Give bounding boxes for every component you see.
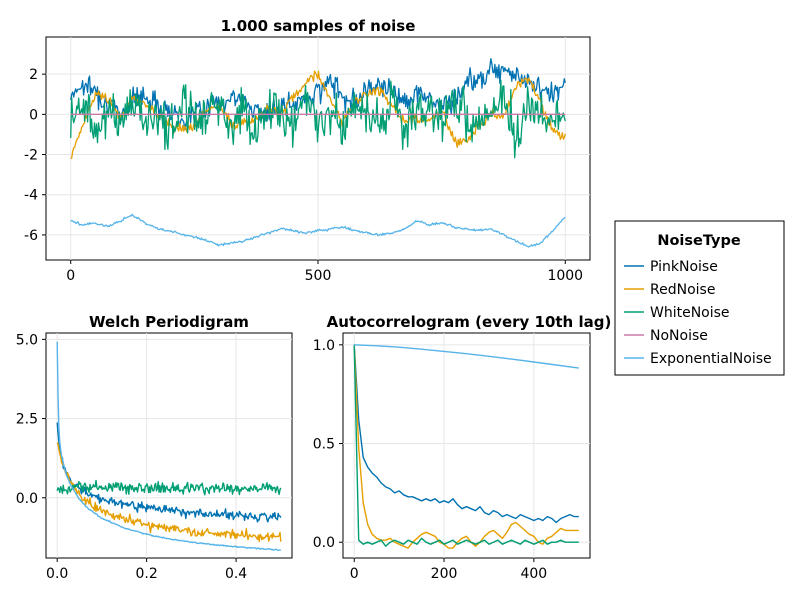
series-line-exponentialnoise-top [70,213,566,248]
x-tick-label: 0.0 [46,566,68,582]
y-tick-label: -2 [24,148,38,164]
series-line-exponentialnoise-welch [56,341,282,551]
axis-welch: 0.0 0.2 0.4 0.0 2.5 5.0 Welch Periodigram [16,313,293,582]
y-tick-label: 5.0 [16,332,38,348]
legend-label-exponentialnoise: ExponentialNoise [650,351,772,367]
x-tick-label: 200 [431,566,458,582]
axis-welch-frame [45,332,293,559]
y-tick-label: 0.0 [16,491,38,507]
axis-autocorr-series [353,344,579,549]
legend-label-pinknoise: PinkNoise [650,259,718,275]
axis-top-title: 1.000 samples of noise [221,17,416,35]
x-tick-label: 500 [305,268,332,284]
series-line-rednoise-autocorr [353,344,579,549]
legend-label-whitenoise: WhiteNoise [650,305,730,321]
x-tick-label: 0 [66,268,75,284]
legend-title: NoiseType [657,233,741,249]
series-line-pinknoise-autocorr [353,344,579,524]
y-tick-label: 2 [29,67,38,83]
y-tick-label: -4 [24,188,38,204]
series-line-rednoise-welch [56,442,282,543]
y-tick-label: 0.0 [313,535,335,551]
legend-entry-pinknoise: PinkNoise [624,259,718,275]
axis-top-ticks: 0 500 1000 -6 -4 -2 0 2 [24,67,583,284]
series-line-pinknoise-welch [56,422,282,523]
legend-entry-nonoise: NoNoise [624,328,708,344]
x-tick-label: 0.4 [225,566,247,582]
legend-label-rednoise: RedNoise [650,282,715,298]
series-line-whitenoise-welch [56,479,282,496]
series-line-pinknoise-top [70,58,566,131]
x-tick-label: 1000 [547,268,583,284]
axis-welch-ticks: 0.0 0.2 0.4 0.0 2.5 5.0 [16,332,248,582]
legend: NoiseType PinkNoise RedNoise WhiteNoise … [614,220,785,376]
legend-entry-exponentialnoise: ExponentialNoise [624,351,772,367]
axis-welch-series [56,341,282,551]
legend-frame [614,220,785,376]
series-line-whitenoise-autocorr [353,344,579,547]
y-tick-label: 0.5 [313,437,335,453]
x-tick-label: 0 [350,566,359,582]
series-line-whitenoise-top [70,79,566,159]
legend-label-nonoise: NoNoise [650,328,708,344]
y-tick-label: 1.0 [313,338,335,354]
x-tick-label: 0.2 [136,566,158,582]
axis-autocorr-title: Autocorrelogram (every 10th lag) [327,313,612,331]
legend-entry-rednoise: RedNoise [624,282,715,298]
x-tick-label: 400 [520,566,547,582]
axis-top-series [70,58,566,248]
legend-entry-whitenoise: WhiteNoise [624,305,730,321]
y-tick-label: -6 [24,228,38,244]
y-tick-label: 2.5 [16,412,38,428]
axis-autocorr-grid [343,333,590,558]
axis-autocorr-frame [342,332,591,559]
axis-top: 0 500 1000 -6 -4 -2 0 2 1.000 samples of noise [24,17,591,284]
axis-welch-title: Welch Periodigram [89,313,249,331]
axis-autocorr-ticks: 0 200 400 0.0 0.5 1.0 [313,338,547,582]
axis-autocorr: 0 200 400 0.0 0.5 1.0 Autocorrelogram (every … [313,313,612,582]
series-line-exponentialnoise-autocorr [354,344,579,369]
y-tick-label: 0 [29,107,38,123]
